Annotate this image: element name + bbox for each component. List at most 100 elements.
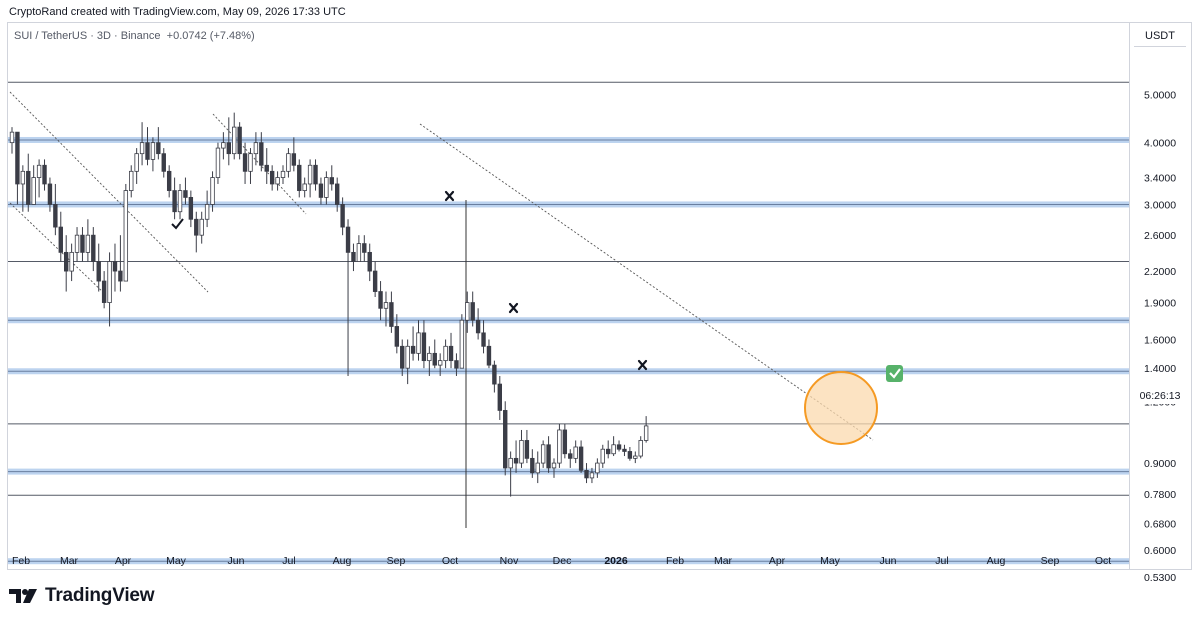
candle-body — [475, 319, 481, 334]
candle-body — [150, 142, 156, 160]
candle-body — [557, 429, 562, 464]
time-tick-label: Apr — [115, 555, 132, 567]
candle-body — [36, 164, 42, 178]
candle-body — [226, 142, 231, 155]
time-tick-label: Sep — [387, 555, 406, 567]
candle-body — [64, 251, 69, 272]
candle-body — [427, 352, 432, 362]
candle-body — [112, 261, 118, 272]
time-tick-label: Mar — [714, 555, 733, 567]
candle-body — [362, 243, 367, 253]
chart-attribution: CryptoRand created with TradingView.com,… — [9, 6, 346, 18]
candle-body — [269, 170, 275, 185]
candle-body — [372, 270, 378, 292]
time-tick-label: Feb — [666, 555, 684, 567]
candle-body — [156, 142, 161, 155]
candle-body — [80, 234, 85, 253]
candle-body — [242, 153, 248, 172]
currency-label[interactable]: USDT — [1134, 26, 1186, 47]
candle-body — [503, 410, 508, 469]
candle-body — [416, 332, 421, 354]
candle-body — [74, 234, 80, 253]
time-tick-label: Aug — [333, 555, 352, 567]
candle-body — [123, 190, 129, 282]
check-mark-icon — [171, 218, 184, 230]
candle-body — [465, 302, 470, 321]
countdown-text: 06:26:13 — [1140, 390, 1181, 402]
price-axis[interactable] — [1130, 22, 1192, 570]
candle-body — [356, 243, 362, 262]
candle-body — [161, 153, 166, 172]
candle-body — [486, 345, 492, 366]
candle-body — [573, 446, 578, 459]
candle-body — [313, 164, 318, 185]
footer-brand[interactable]: TradingView — [45, 585, 155, 606]
candle-body — [47, 183, 53, 205]
candle-body — [210, 177, 215, 205]
candle-body — [562, 429, 568, 455]
countdown-label: 06:26:13 — [1132, 388, 1188, 404]
candle-body — [248, 153, 253, 172]
price-tick-label: 2.2000 — [1144, 266, 1176, 278]
time-tick-label: Oct — [442, 555, 458, 567]
candle-body — [145, 142, 150, 160]
candle-body — [297, 164, 302, 191]
time-tick-label: Nov — [500, 555, 519, 567]
candle-body — [540, 444, 546, 464]
candle-body — [129, 170, 134, 191]
candle-body — [454, 360, 459, 369]
candle-body — [53, 204, 58, 228]
candle-body — [139, 142, 145, 155]
time-tick-label: May — [166, 555, 187, 567]
time-tick-label: Aug — [987, 555, 1006, 567]
candle-body — [91, 234, 96, 262]
price-tick-label: 1.4000 — [1144, 363, 1176, 375]
candle-body — [340, 204, 345, 228]
price-tick-label: 0.5300 — [1144, 572, 1176, 584]
x-mark-icon — [508, 302, 519, 314]
time-tick-label: Jul — [282, 555, 295, 567]
candle-body — [237, 126, 242, 155]
candle-body — [497, 383, 502, 411]
candle-body — [389, 302, 394, 327]
candle-body — [616, 444, 622, 450]
candle-body — [166, 170, 172, 191]
candle-body — [291, 153, 297, 166]
time-tick-label: Jul — [935, 555, 948, 567]
candle-body — [101, 280, 107, 303]
trendline-1 — [9, 91, 209, 293]
candle-body — [307, 164, 313, 185]
candle-body — [9, 131, 15, 144]
time-tick-label: Jun — [880, 555, 897, 567]
candle-body — [215, 147, 221, 178]
candle-body — [188, 197, 194, 220]
price-tick-label: 1.9000 — [1144, 298, 1176, 310]
candle-body — [345, 226, 351, 253]
candle-body — [589, 472, 595, 479]
candle-body — [421, 332, 427, 362]
candle-body — [324, 177, 329, 198]
time-tick-label: Feb — [12, 555, 30, 567]
candle-body — [638, 440, 643, 457]
price-tick-label: 4.0000 — [1144, 138, 1176, 150]
time-tick-label: Sep — [1041, 555, 1060, 567]
x-mark-icon — [444, 190, 455, 202]
chart-pane[interactable] — [7, 22, 1130, 570]
candle-body — [259, 142, 264, 166]
candle-body — [329, 177, 334, 185]
candle-body — [194, 218, 199, 236]
candle-body — [437, 360, 443, 366]
candle-body — [318, 183, 324, 198]
price-tick-label: 1.6000 — [1144, 334, 1176, 346]
candle-body — [264, 164, 269, 172]
candle-body — [633, 455, 638, 459]
candle-body — [432, 352, 437, 366]
candle-body — [546, 444, 551, 469]
candle-body — [595, 462, 600, 474]
tradingview-logo-icon[interactable] — [9, 587, 39, 605]
candle-body — [134, 153, 139, 172]
candle-body — [643, 425, 649, 441]
candle-body — [410, 345, 416, 354]
candle-body — [448, 345, 454, 362]
candle-body — [606, 448, 611, 455]
